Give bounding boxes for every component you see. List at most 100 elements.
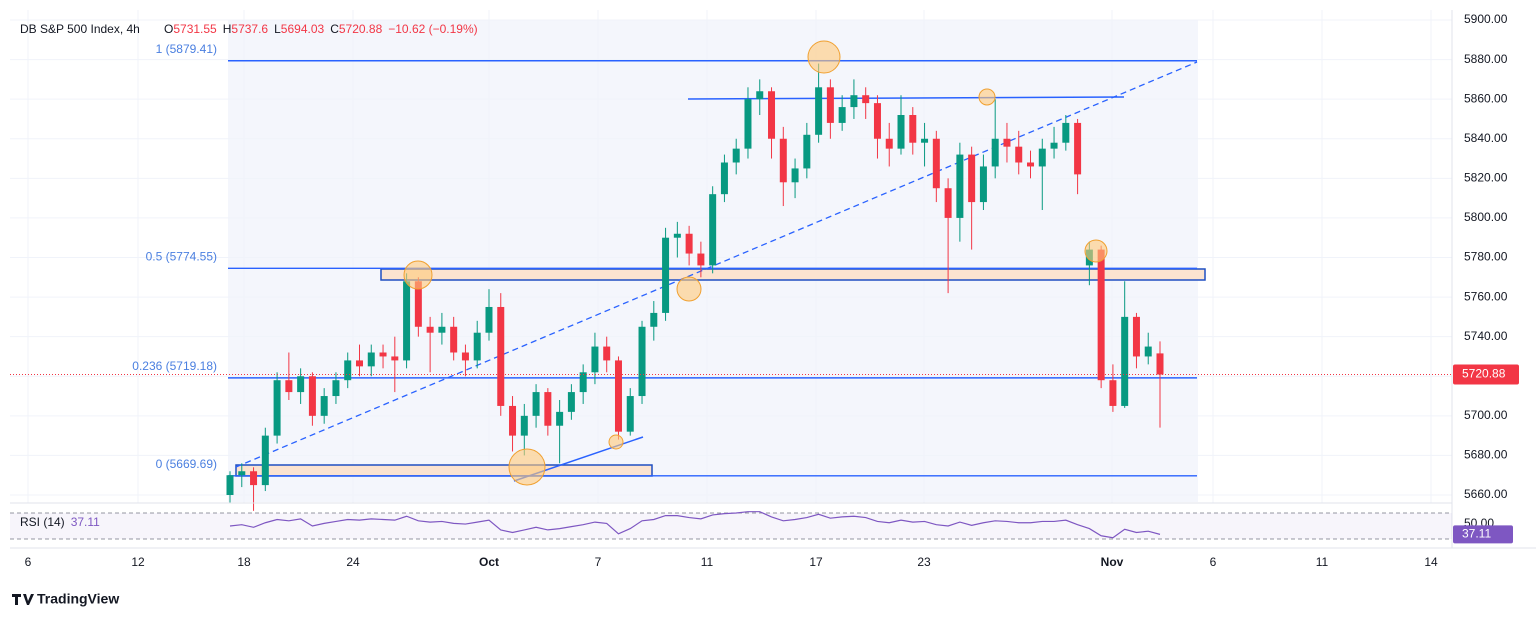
candle-body — [1132, 316, 1140, 357]
y-tick-label: 5700.00 — [1464, 408, 1508, 422]
candle-body — [838, 107, 846, 123]
ohlc-key: H — [223, 22, 232, 36]
y-tick-label: 5840.00 — [1464, 131, 1508, 145]
candle-body — [544, 392, 552, 426]
ohlc-key: C — [330, 22, 339, 36]
x-tick-label: 6 — [25, 555, 32, 569]
candle-body — [779, 138, 787, 183]
y-tick-label: 5900.00 — [1464, 12, 1508, 26]
logo-icon — [12, 594, 34, 605]
x-tick-label: 6 — [1210, 555, 1217, 569]
highlight-circle — [1084, 239, 1108, 263]
fib-level-label: 0.236 (5719.18) — [132, 359, 217, 373]
candle-body — [273, 380, 281, 436]
candle-body — [308, 376, 316, 416]
candle-body — [815, 87, 823, 135]
candle-body — [603, 346, 611, 361]
candle-body — [1062, 122, 1070, 143]
rsi-value-box — [1453, 525, 1513, 544]
header: DB S&P 500 Index, 4h O 5731.55 H 5737.6 L 569… — [20, 22, 478, 36]
change-text: −10.62 (−0.19%) — [388, 22, 477, 36]
candle-body — [897, 115, 905, 149]
y-tick-label: 5680.00 — [1464, 448, 1508, 462]
x-tick-label: 12 — [131, 555, 145, 569]
candle-body — [944, 188, 952, 218]
candle-body — [579, 372, 587, 393]
y-tick-label: 5820.00 — [1464, 171, 1508, 185]
rsi-value-label: 37.11 — [1462, 527, 1491, 541]
candle-body — [862, 95, 870, 104]
y-tick-label: 5860.00 — [1464, 91, 1508, 105]
candle-body — [791, 168, 799, 183]
highlight-circle — [676, 276, 702, 302]
x-tick-label: 7 — [595, 555, 602, 569]
candle-body — [344, 360, 352, 381]
brand-name: TradingView — [37, 591, 119, 607]
candle-body — [979, 166, 987, 203]
ohlc-value: 5720.88 — [339, 22, 383, 36]
candle-body — [520, 415, 528, 436]
x-tick-label: 24 — [346, 555, 360, 569]
candle-body — [261, 435, 269, 486]
trend-line — [235, 61, 1198, 468]
candle-body — [1121, 316, 1129, 406]
fib-level-label: 1 (5879.41) — [156, 42, 217, 56]
candle-body — [250, 471, 258, 486]
highlight-circle — [508, 448, 546, 486]
candle-body — [1109, 380, 1117, 406]
candle-body — [1097, 249, 1105, 381]
candle-body — [709, 194, 717, 266]
rsi-line — [229, 511, 1161, 539]
candle-body — [285, 380, 293, 393]
candle-body — [426, 326, 434, 333]
candle-body — [673, 233, 681, 238]
grid — [10, 10, 1452, 503]
rsi-band — [10, 513, 1452, 539]
candle-body — [1015, 146, 1023, 163]
candle-body — [732, 148, 740, 163]
candle-body — [1027, 162, 1035, 167]
candle-body — [638, 326, 646, 397]
candle-body — [1003, 138, 1011, 147]
candle-body — [626, 396, 634, 432]
x-tick-label: Oct — [479, 555, 499, 569]
candle-body — [956, 154, 964, 218]
candle-body — [873, 103, 881, 139]
support-zone — [235, 464, 653, 477]
highlight-circle — [807, 40, 841, 74]
candle-body — [320, 396, 328, 416]
rsi-title: RSI (14) — [20, 515, 65, 529]
candle-body — [662, 237, 670, 313]
candle-body — [1074, 122, 1082, 175]
candle-body — [297, 376, 305, 393]
candle-body — [826, 87, 834, 123]
candle-body — [367, 352, 375, 367]
y-tick-label: 5660.00 — [1464, 487, 1508, 501]
candle-body — [391, 356, 399, 361]
candle-body — [720, 162, 728, 195]
candle-body — [485, 306, 493, 333]
candle-body — [909, 115, 917, 143]
candle-body — [461, 352, 469, 361]
ohlc-key: L — [274, 22, 281, 36]
last-price-box — [1453, 364, 1519, 385]
ohlc-key: O — [164, 22, 173, 36]
candle-body — [532, 392, 540, 416]
candle-body — [768, 91, 776, 139]
candle-body — [850, 95, 858, 108]
x-tick-label: 18 — [237, 555, 251, 569]
candle-body — [932, 138, 940, 189]
y-tick-label: 5760.00 — [1464, 289, 1508, 303]
x-tick-label: 17 — [809, 555, 823, 569]
candle-body — [238, 471, 246, 476]
highlights — [403, 40, 1108, 486]
x-tick-label: Nov — [1101, 555, 1124, 569]
candle-body — [921, 138, 929, 143]
candle-body — [756, 91, 764, 100]
ohlc-value: 5694.03 — [281, 22, 325, 36]
candle-body — [473, 332, 481, 361]
candle-body — [744, 99, 752, 149]
candle-body — [332, 380, 340, 397]
candle-body — [1144, 346, 1152, 357]
